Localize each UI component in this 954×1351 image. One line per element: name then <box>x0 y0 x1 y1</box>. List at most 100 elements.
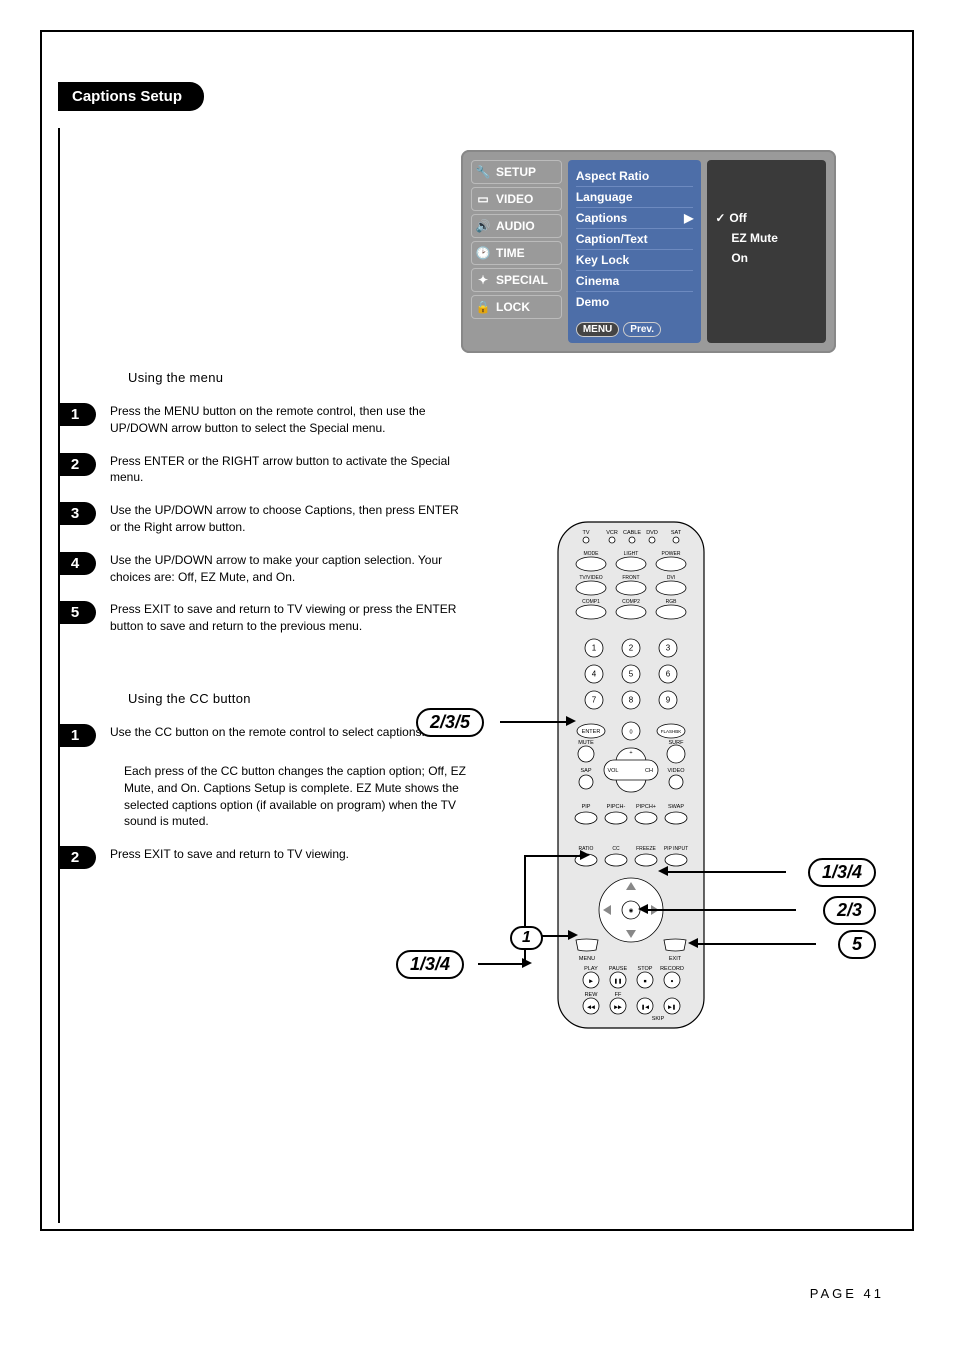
svg-text:3: 3 <box>666 644 671 653</box>
remote-area: TVVCRCABLEDVDSAT MODELIGHTPOWERTV/VIDEOF… <box>406 510 866 1070</box>
svg-text:ENTER: ENTER <box>582 729 601 735</box>
osd-video[interactable]: ▭VIDEO <box>471 187 562 211</box>
osd-prev-pill[interactable]: Prev. <box>623 322 661 337</box>
svg-text:PIPCH-: PIPCH- <box>607 804 626 810</box>
osd-special[interactable]: ✦SPECIAL <box>471 268 562 292</box>
svg-text:CABLE: CABLE <box>623 530 641 536</box>
svg-text:■: ■ <box>643 979 646 985</box>
osd-language[interactable]: Language <box>576 187 693 208</box>
svg-text:MENU: MENU <box>579 956 595 962</box>
lock-icon: 🔒 <box>474 300 492 314</box>
svg-text:POWER: POWER <box>662 551 681 557</box>
check-icon: ✓ <box>715 211 725 225</box>
wrench-icon: 🔧 <box>474 165 492 179</box>
osd-captions[interactable]: Captions▶ <box>576 208 693 229</box>
step-text: Use the CC button on the remote control … <box>110 724 425 741</box>
step-text: Press EXIT to save and return to TV view… <box>110 846 349 863</box>
play-icon: ▶ <box>684 211 693 225</box>
svg-text:9: 9 <box>666 696 671 705</box>
svg-text:❚◀: ❚◀ <box>641 1005 649 1011</box>
osd-right-menu: ✓Off EZ Mute On <box>707 160 826 343</box>
svg-text:8: 8 <box>629 696 634 705</box>
step-number: 5 <box>58 601 96 624</box>
osd-lock[interactable]: 🔒LOCK <box>471 295 562 319</box>
svg-text:PAUSE: PAUSE <box>609 966 628 972</box>
svg-text:CC: CC <box>612 846 620 852</box>
svg-text:FF: FF <box>615 992 622 998</box>
svg-text:STOP: STOP <box>638 966 653 972</box>
vertical-rule <box>58 128 60 1223</box>
callout-menu-left: 1/3/4 <box>396 950 464 979</box>
step: 2Press ENTER or the RIGHT arrow button t… <box>128 453 468 487</box>
step-number: 2 <box>58 846 96 869</box>
osd-keylock[interactable]: Key Lock <box>576 250 693 271</box>
step-number: 2 <box>58 453 96 476</box>
osd-setup[interactable]: 🔧SETUP <box>471 160 562 184</box>
svg-text:COMP2: COMP2 <box>622 599 640 605</box>
step-number: 1 <box>58 724 96 747</box>
svg-text:EXIT: EXIT <box>669 956 682 962</box>
svg-text:▶: ▶ <box>589 979 593 985</box>
step: 1Press the MENU button on the remote con… <box>128 403 468 437</box>
svg-text:2: 2 <box>629 644 634 653</box>
step-number: 3 <box>58 502 96 525</box>
svg-text:▶▶: ▶▶ <box>614 1005 622 1011</box>
osd-caption-text[interactable]: Caption/Text <box>576 229 693 250</box>
svg-text:SKIP: SKIP <box>652 1016 665 1022</box>
osd-ezmute[interactable]: EZ Mute <box>715 228 818 248</box>
svg-text:REW: REW <box>585 992 599 998</box>
page-number: PAGE 41 <box>810 1286 884 1301</box>
svg-text:CH: CH <box>645 768 653 774</box>
page-title: Captions Setup <box>58 82 204 111</box>
clock-icon: 🕑 <box>474 246 492 260</box>
svg-text:PLAY: PLAY <box>584 966 598 972</box>
svg-text:SAT: SAT <box>671 530 682 536</box>
osd-bottom-buttons: MENU Prev. <box>576 322 693 337</box>
osd-panel: 🔧SETUP ▭VIDEO 🔊AUDIO 🕑TIME ✦SPECIAL 🔒LOC… <box>461 150 836 353</box>
osd-center-menu: Aspect Ratio Language Captions▶ Caption/… <box>568 160 701 343</box>
page: Captions Setup 🔧SETUP ▭VIDEO 🔊AUDIO 🕑TIM… <box>0 0 954 1351</box>
svg-text:PIP: PIP <box>582 804 591 810</box>
osd-menu-pill[interactable]: MENU <box>576 322 619 337</box>
svg-text:5: 5 <box>629 670 634 679</box>
svg-text:SWAP: SWAP <box>668 804 684 810</box>
tv-icon: ▭ <box>474 192 492 206</box>
step-number: 1 <box>58 403 96 426</box>
svg-text:◀◀: ◀◀ <box>587 1005 595 1011</box>
callout-enter-left: 2/3/5 <box>416 708 484 737</box>
step-number: 4 <box>58 552 96 575</box>
svg-text:DVI: DVI <box>667 575 675 581</box>
osd-off[interactable]: ✓Off <box>715 208 818 228</box>
svg-text:VOL: VOL <box>607 768 618 774</box>
remote-control: TVVCRCABLEDVDSAT MODELIGHTPOWERTV/VIDEOF… <box>556 520 706 1030</box>
osd-time[interactable]: 🕑TIME <box>471 241 562 265</box>
svg-text:1: 1 <box>592 644 597 653</box>
osd-cinema[interactable]: Cinema <box>576 271 693 292</box>
svg-text:▶❚: ▶❚ <box>668 1005 676 1011</box>
svg-text:RGB: RGB <box>666 599 678 605</box>
svg-text:SURF: SURF <box>669 740 685 746</box>
svg-text:VCR: VCR <box>606 530 618 536</box>
svg-text:+: + <box>629 750 632 756</box>
speaker-icon: 🔊 <box>474 219 492 233</box>
svg-text:PIP INPUT: PIP INPUT <box>664 846 688 852</box>
svg-text:●: ● <box>670 979 673 985</box>
svg-text:MUTE: MUTE <box>578 740 594 746</box>
svg-text:MODE: MODE <box>584 551 600 557</box>
callout-arrows-right: 1/3/4 <box>808 858 876 887</box>
osd-on[interactable]: On <box>715 248 818 268</box>
callout-exit-right: 5 <box>838 930 876 959</box>
callout-enter-right: 2/3 <box>823 896 876 925</box>
svg-text:0: 0 <box>629 730 632 736</box>
svg-text:❚❚: ❚❚ <box>614 979 622 985</box>
osd-audio[interactable]: 🔊AUDIO <box>471 214 562 238</box>
step-text: Press the MENU button on the remote cont… <box>110 403 468 437</box>
svg-text:4: 4 <box>592 670 597 679</box>
osd-left-menu: 🔧SETUP ▭VIDEO 🔊AUDIO 🕑TIME ✦SPECIAL 🔒LOC… <box>471 160 562 343</box>
star-icon: ✦ <box>474 273 492 287</box>
svg-text:◉: ◉ <box>629 908 634 914</box>
osd-demo[interactable]: Demo <box>576 292 693 312</box>
svg-text:FREEZE: FREEZE <box>636 846 656 852</box>
svg-text:LIGHT: LIGHT <box>624 551 639 557</box>
osd-aspect[interactable]: Aspect Ratio <box>576 166 693 187</box>
